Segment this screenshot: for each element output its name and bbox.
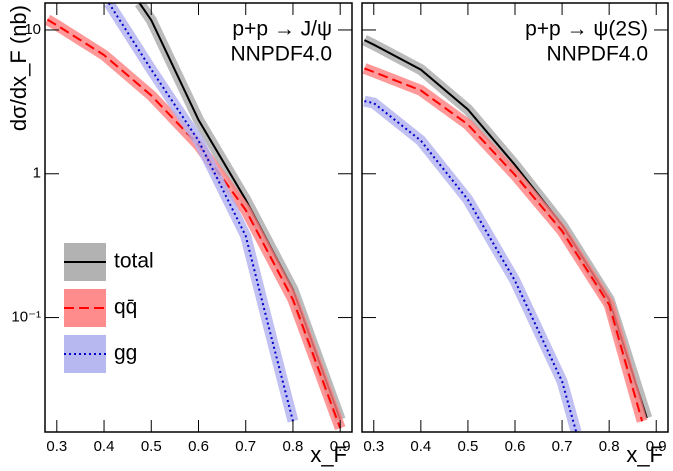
x-tick-label: 0.8 bbox=[599, 438, 620, 455]
x-tick-label: 0.5 bbox=[141, 438, 162, 455]
plot-area bbox=[362, 35, 653, 432]
x-tick-label: 0.8 bbox=[283, 438, 304, 455]
legend-label: qq̄ bbox=[114, 296, 137, 319]
x-tick-label: 0.9 bbox=[646, 438, 667, 455]
x-tick-label: 0.4 bbox=[410, 438, 431, 455]
x-axis-label: x_F bbox=[626, 442, 663, 467]
x-tick-label: 0.5 bbox=[457, 438, 478, 455]
x-tick-label: 0.9 bbox=[330, 438, 351, 455]
curve bbox=[364, 100, 578, 432]
y-tick-label: 10⁻¹ bbox=[11, 309, 41, 326]
panel-title: p+p → ψ(2S) bbox=[525, 18, 648, 41]
y-axis-label: dσ/dx_F (nb) bbox=[6, 5, 31, 131]
legend-label: total bbox=[114, 250, 154, 273]
curve bbox=[364, 67, 644, 422]
panel-subtitle: NNPDF4.0 bbox=[230, 43, 332, 66]
x-tick-label: 0.3 bbox=[46, 438, 67, 455]
x-tick-label: 0.6 bbox=[188, 438, 209, 455]
plot-area bbox=[45, 3, 346, 431]
y-tick-label: 1 bbox=[33, 165, 41, 182]
uncertainty-band bbox=[362, 35, 653, 420]
curve bbox=[107, 3, 294, 422]
x-axis-label: x_F bbox=[310, 442, 347, 467]
legend-label: gg bbox=[114, 342, 137, 365]
curve bbox=[46, 18, 342, 429]
uncertainty-band bbox=[363, 95, 582, 432]
x-tick-label: 0.4 bbox=[94, 438, 115, 455]
panel-subtitle: NNPDF4.0 bbox=[546, 43, 648, 66]
x-tick-label: 0.7 bbox=[235, 438, 256, 455]
curve bbox=[363, 39, 648, 419]
x-tick-label: 0.7 bbox=[552, 438, 573, 455]
x-tick-label: 0.6 bbox=[505, 438, 526, 455]
uncertainty-band bbox=[362, 63, 648, 423]
x-tick-label: 0.3 bbox=[363, 438, 384, 455]
y-tick-label: 10 bbox=[24, 21, 41, 38]
panel-title: p+p → J/ψ bbox=[232, 18, 332, 41]
